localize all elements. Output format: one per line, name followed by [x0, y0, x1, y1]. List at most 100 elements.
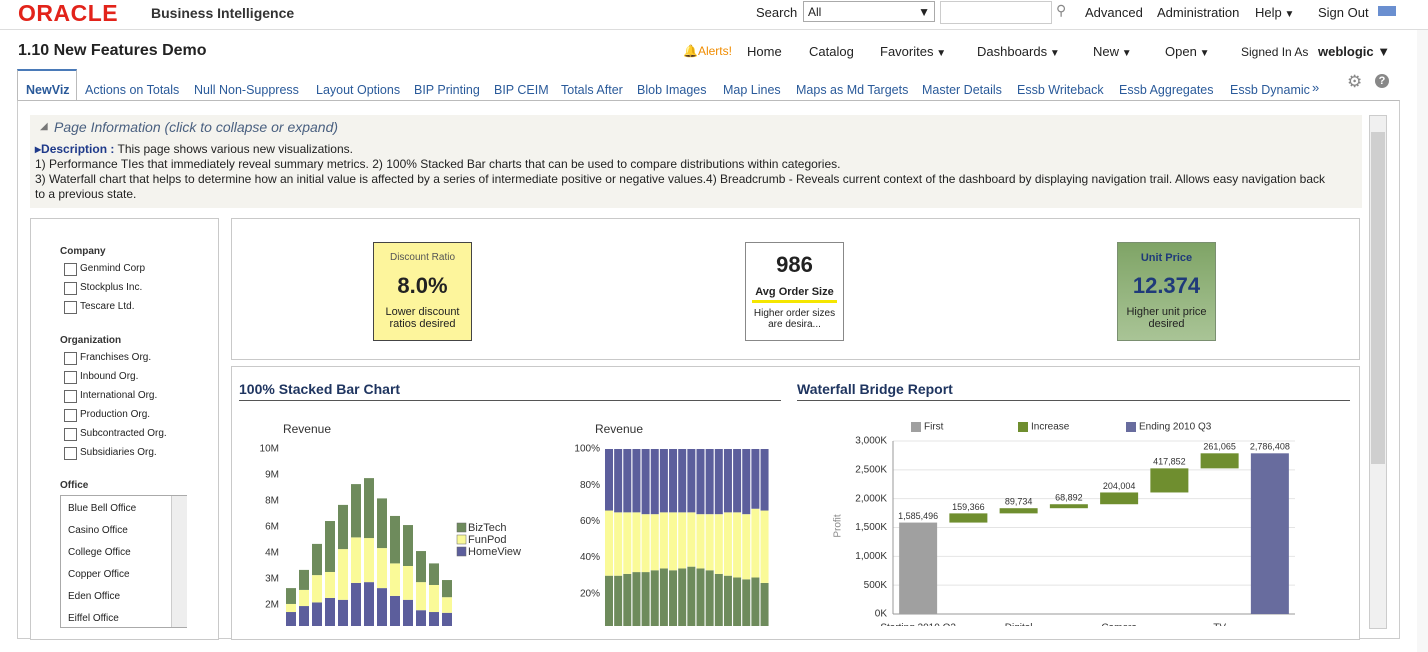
tab[interactable]: Essb Aggregates	[1119, 83, 1214, 97]
filter-option[interactable]: Stockplus Inc.	[80, 282, 143, 293]
help[interactable]: ?	[1375, 74, 1389, 88]
bar-segment	[442, 597, 452, 613]
chart-title: Revenue	[595, 422, 643, 436]
header-link[interactable]: Help ▼	[1255, 5, 1295, 20]
filter-option[interactable]: Eiffel Office	[68, 613, 119, 624]
scroll-thumb[interactable]	[1371, 132, 1385, 464]
value-label: 261,065	[1203, 442, 1236, 452]
bar-segment	[669, 512, 678, 571]
tab[interactable]: BIP CEIM	[494, 83, 549, 97]
checkbox[interactable]	[64, 447, 77, 460]
filter-option[interactable]: Casino Office	[68, 525, 128, 536]
filter-option[interactable]: International Org.	[80, 390, 158, 401]
search-icon[interactable]: ⚲	[1056, 2, 1067, 18]
bar-segment	[429, 584, 439, 613]
y-tick-label: 2,000K	[855, 493, 887, 504]
checkbox[interactable]	[64, 371, 77, 384]
y-tick-label: 80%	[580, 480, 600, 491]
bar-segment	[605, 510, 613, 576]
checkbox[interactable]	[64, 390, 77, 403]
page-info-title[interactable]: Page Information (click to collapse or e…	[54, 119, 339, 135]
checkbox[interactable]	[64, 263, 77, 276]
page-scrollbar[interactable]	[1417, 30, 1428, 652]
listbox-scroll[interactable]	[171, 496, 187, 627]
checkbox[interactable]	[64, 282, 77, 295]
menu-item[interactable]: Favorites ▼	[880, 44, 947, 59]
tab[interactable]: Essb Writeback	[1017, 83, 1104, 97]
checkbox[interactable]	[64, 428, 77, 441]
tile: 986 Avg Order Size Higher order sizes ar…	[745, 242, 844, 341]
value-label: 417,852	[1153, 457, 1186, 467]
y-tick-label: 0K	[875, 609, 888, 620]
menu-item[interactable]: New ▼	[1093, 44, 1132, 59]
bar-segment	[632, 512, 641, 573]
filter-option[interactable]: Inbound Org.	[80, 371, 139, 382]
user[interactable]: weblogic ▼	[1318, 44, 1391, 59]
filter-option[interactable]: Subsidiaries Org.	[80, 447, 157, 458]
tile-title: Discount Ratio	[389, 252, 456, 263]
logo: ORACLE	[18, 0, 119, 26]
checkbox[interactable]	[64, 409, 77, 422]
tab[interactable]: BIP Printing	[414, 83, 480, 97]
filter-option[interactable]: Production Org.	[80, 409, 151, 420]
filter-option[interactable]: Eden Office	[68, 591, 121, 602]
bar-segment	[312, 575, 322, 603]
scrollbar[interactable]	[1369, 115, 1387, 629]
tab[interactable]: Maps as Md Targets	[796, 83, 909, 97]
settings[interactable]: ⚙	[1347, 72, 1363, 91]
menu-item[interactable]: Catalog	[809, 44, 854, 59]
search-scope[interactable]: All ▼	[803, 1, 935, 22]
collapse-icon[interactable]: ◢	[40, 121, 48, 132]
listbox[interactable]	[60, 495, 187, 628]
header-link[interactable]: Sign Out	[1318, 5, 1369, 20]
alerts[interactable]: 🔔Alerts!	[683, 44, 732, 58]
filter-option[interactable]: Tescare Ltd.	[80, 301, 135, 312]
filter-option[interactable]: Subcontracted Org.	[80, 428, 167, 439]
filter-option[interactable]: Blue Bell Office	[68, 503, 137, 514]
value-label: 89,734	[1005, 497, 1033, 507]
x-tick-label: Digital	[1005, 623, 1033, 634]
tab[interactable]: Essb Dynamic	[1230, 83, 1310, 97]
bar-segment	[641, 514, 650, 573]
menu-item[interactable]: Home	[747, 44, 782, 59]
y-tick-label: 6M	[265, 522, 279, 533]
value-label: 1,585,496	[898, 511, 938, 521]
bar-segment	[364, 582, 374, 626]
legend-swatch	[1018, 422, 1028, 432]
checkbox[interactable]	[64, 352, 77, 365]
filter-option[interactable]: College Office	[68, 547, 131, 558]
bar-segment	[751, 449, 760, 509]
bar-segment	[299, 569, 309, 590]
bar-segment	[403, 525, 413, 566]
legend-label: Ending 2010 Q3	[1139, 422, 1212, 433]
filter-option[interactable]: Copper Office	[68, 569, 130, 580]
tab[interactable]: Null Non-Suppress	[194, 83, 299, 97]
bar-segment	[678, 449, 687, 513]
bar-segment	[351, 484, 361, 538]
alerts-text: Alerts!	[697, 44, 732, 58]
tab[interactable]: Blob Images	[637, 83, 707, 97]
menu-item[interactable]: Dashboards ▼	[977, 44, 1060, 59]
filter-option[interactable]: Genmind Corp	[80, 263, 146, 274]
checkbox[interactable]	[64, 301, 77, 314]
header-link[interactable]: Advanced	[1085, 5, 1143, 20]
search-input[interactable]	[940, 1, 1052, 24]
bar-segment	[325, 521, 335, 572]
tab[interactable]: Totals After	[561, 83, 623, 97]
menu-icon[interactable]	[1378, 6, 1396, 16]
value-label: 204,004	[1103, 481, 1136, 491]
filter-option[interactable]: Franchises Org.	[80, 352, 152, 363]
more-tabs[interactable]: »	[1312, 80, 1320, 95]
tab[interactable]: NewViz	[26, 83, 70, 97]
y-tick-label: 500K	[864, 580, 888, 591]
bar-segment	[338, 599, 348, 626]
menu-item[interactable]: Open ▼	[1165, 44, 1210, 59]
bar-segment	[669, 570, 678, 626]
bar-segment	[696, 568, 705, 626]
tab[interactable]: Master Details	[922, 83, 1002, 97]
tab[interactable]: Actions on Totals	[85, 83, 180, 97]
tab[interactable]: Layout Options	[316, 83, 401, 97]
tab[interactable]: Map Lines	[723, 83, 781, 97]
product: Business Intelligence	[151, 5, 295, 21]
header-link[interactable]: Administration	[1157, 5, 1240, 20]
